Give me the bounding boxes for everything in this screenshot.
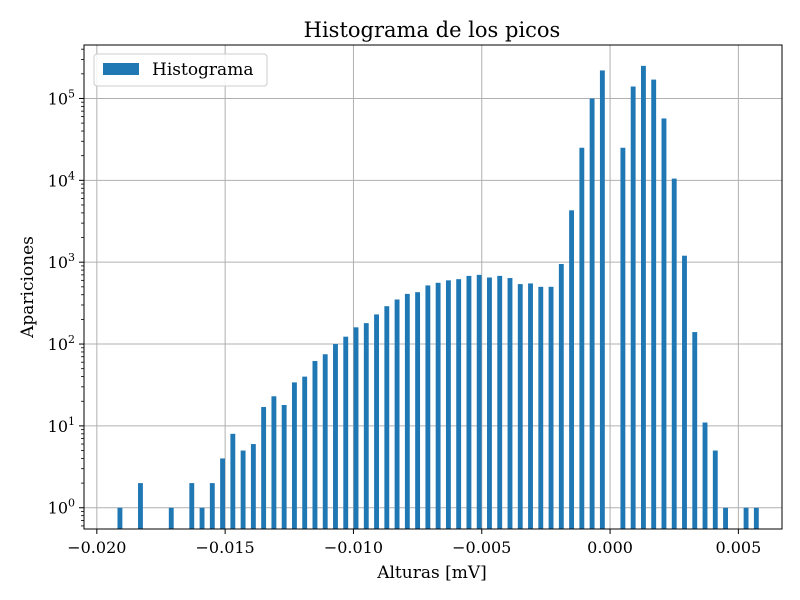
histogram-bar xyxy=(333,344,338,529)
histogram-bar xyxy=(569,210,575,530)
histogram-bar xyxy=(528,283,533,529)
x-tick-label: −0.005 xyxy=(452,538,511,557)
histogram-bar xyxy=(281,404,287,529)
histogram-bar xyxy=(404,293,410,529)
legend-box xyxy=(93,53,268,87)
y-tick-label: 102 xyxy=(48,333,75,354)
histogram-bar xyxy=(302,376,308,529)
x-tick-label: −0.015 xyxy=(196,538,255,557)
histogram-bar xyxy=(250,444,256,529)
histogram-bar xyxy=(702,422,708,529)
histogram-bar xyxy=(199,507,205,529)
histogram-bar xyxy=(620,147,626,530)
legend: Histograma xyxy=(93,53,268,87)
histogram-bar xyxy=(671,178,677,529)
x-axis-ticks: −0.020 −0.015 −0.010 −0.005 0.000 0.005 xyxy=(67,529,761,557)
histogram-bar xyxy=(723,507,728,529)
histogram-bar xyxy=(640,65,646,529)
x-tick-label: 0.000 xyxy=(587,538,633,557)
histogram-bar xyxy=(743,507,749,529)
histogram-bar xyxy=(261,407,267,529)
histogram-bar xyxy=(497,275,503,529)
histogram-bar xyxy=(661,118,667,529)
x-tick-label: 0.005 xyxy=(715,538,761,557)
y-tick-label: 104 xyxy=(48,169,75,190)
histogram-bar xyxy=(353,327,359,529)
plot-frame xyxy=(83,44,783,530)
histogram-bar xyxy=(363,323,369,529)
histogram-bar xyxy=(374,314,379,529)
histogram-bar xyxy=(312,361,318,529)
histogram-bar xyxy=(753,507,759,529)
histogram-bar xyxy=(445,280,451,529)
histogram-bar xyxy=(589,98,595,529)
x-tick-label: −0.010 xyxy=(324,538,383,557)
histogram-bar xyxy=(189,483,195,529)
histogram-bar xyxy=(548,286,554,529)
histogram-bar xyxy=(507,278,513,529)
x-axis-label: Alturas [mV] xyxy=(376,563,487,583)
y-tick-label: 105 xyxy=(48,87,75,108)
y-axis-ticks: 100 101 102 103 104 105 xyxy=(48,48,84,527)
grid-lines xyxy=(84,45,782,529)
histogram-bar xyxy=(435,282,441,529)
histogram-bar xyxy=(682,255,687,530)
histogram-bar xyxy=(240,450,246,529)
histogram-bar xyxy=(517,284,523,529)
histogram-bar xyxy=(476,274,482,529)
histogram-bar xyxy=(230,433,236,529)
histogram-bar xyxy=(291,382,297,529)
legend-swatch xyxy=(103,63,139,75)
histogram-bar xyxy=(271,396,277,529)
histogram-bar xyxy=(712,450,718,529)
histogram-bar xyxy=(322,354,328,529)
histogram-bar xyxy=(630,86,636,529)
histogram-bar xyxy=(117,507,123,529)
histogram-bar xyxy=(394,299,400,529)
chart-title: Histograma de los picos xyxy=(304,18,561,42)
histogram-bar xyxy=(599,70,605,530)
histogram-bar xyxy=(579,147,585,530)
histogram-bar xyxy=(343,336,349,529)
x-tick-label: −0.020 xyxy=(67,538,126,557)
histogram-bar xyxy=(209,483,215,529)
histogram-bar xyxy=(425,285,431,529)
y-tick-label: 101 xyxy=(48,415,75,436)
bars xyxy=(117,65,759,530)
histogram-bar xyxy=(168,507,174,529)
histogram-bar xyxy=(466,275,472,529)
histogram-bar xyxy=(220,458,226,529)
histogram-bar xyxy=(692,332,698,529)
y-axis-label: Apariciones xyxy=(18,236,38,339)
histogram-bar xyxy=(456,279,462,529)
histogram-bar xyxy=(138,483,143,529)
y-tick-label: 100 xyxy=(48,497,75,518)
histogram-bar xyxy=(415,292,421,529)
histogram-bar xyxy=(558,264,564,529)
histogram-bar xyxy=(651,79,657,529)
histogram-bar xyxy=(487,277,492,529)
legend-label: Histograma xyxy=(152,60,253,80)
histogram-bar xyxy=(384,306,390,529)
histogram-bar xyxy=(538,286,544,529)
y-tick-label: 103 xyxy=(48,251,75,272)
